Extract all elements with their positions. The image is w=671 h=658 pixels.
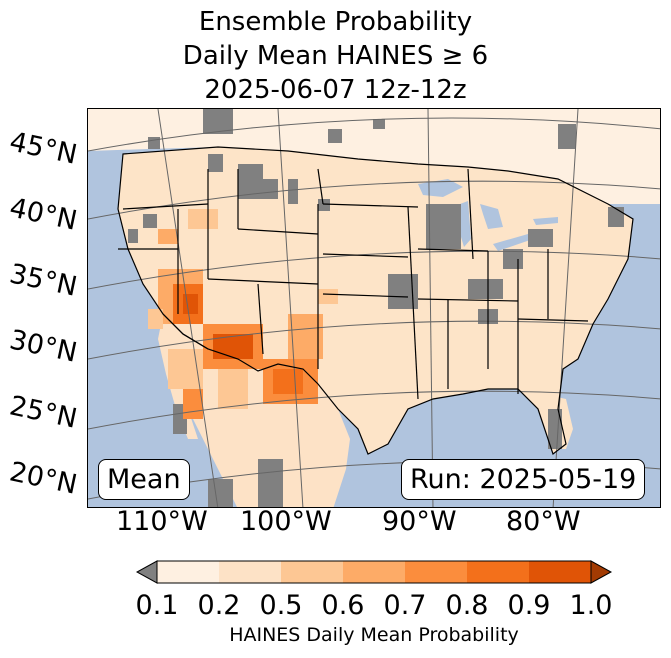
lake-huron bbox=[480, 204, 503, 229]
lat-label-45: 45°N bbox=[6, 126, 80, 171]
colorbar-under-arrow bbox=[135, 560, 158, 584]
colorbar-tick-0: 0.1 bbox=[135, 590, 179, 621]
lat-label-40: 40°N bbox=[6, 192, 80, 237]
colorbar-segment bbox=[281, 561, 343, 583]
colorbar-tick-3: 0.6 bbox=[321, 590, 365, 621]
lon-label-100w: 100°W bbox=[240, 506, 332, 537]
colorbar-border bbox=[156, 560, 592, 584]
colorbar-segment bbox=[405, 561, 467, 583]
lon-label-90w: 90°W bbox=[382, 506, 457, 537]
lat-label-25: 25°N bbox=[6, 390, 80, 435]
colorbar-label: HAINES Daily Mean Probability bbox=[229, 624, 519, 646]
lat-label-35: 35°N bbox=[6, 258, 80, 303]
colorbar-tick-1: 0.2 bbox=[197, 590, 241, 621]
colorbar-tick-4: 0.7 bbox=[383, 590, 427, 621]
colorbar-over-arrow bbox=[590, 560, 613, 584]
colorbar-tick-6: 0.9 bbox=[507, 590, 551, 621]
colorbar-segment bbox=[467, 561, 529, 583]
us-land bbox=[118, 147, 633, 454]
colorbar-tick-7: 1.0 bbox=[569, 590, 613, 621]
colorbar-tick-2: 0.5 bbox=[259, 590, 303, 621]
colorbar-segment bbox=[343, 561, 405, 583]
title-line-3: 2025-06-07 12z-12z bbox=[204, 75, 467, 105]
colorbar-segment bbox=[219, 561, 281, 583]
colorbar-segment bbox=[529, 561, 591, 583]
colorbar bbox=[135, 560, 613, 584]
title-line-1: Ensemble Probability bbox=[198, 7, 473, 37]
lat-label-30: 30°N bbox=[6, 324, 80, 369]
lon-label-110w: 110°W bbox=[116, 506, 208, 537]
lake-michigan bbox=[458, 201, 471, 247]
state-boundaries bbox=[117, 146, 634, 455]
title-line-2: Daily Mean HAINES ≥ 6 bbox=[182, 41, 489, 71]
run-box: Run: 2025-05-19 bbox=[401, 459, 646, 500]
stat-box: Mean bbox=[98, 459, 190, 500]
lat-label-20: 20°N bbox=[6, 456, 80, 501]
colorbar-segment bbox=[157, 561, 219, 583]
map-svg bbox=[88, 109, 660, 507]
lake-ontario bbox=[533, 217, 558, 225]
lon-label-80w: 80°W bbox=[506, 506, 581, 537]
colorbar-tick-5: 0.8 bbox=[445, 590, 489, 621]
lake-erie bbox=[493, 234, 533, 251]
map-panel: Mean Run: 2025-05-19 bbox=[87, 108, 661, 508]
